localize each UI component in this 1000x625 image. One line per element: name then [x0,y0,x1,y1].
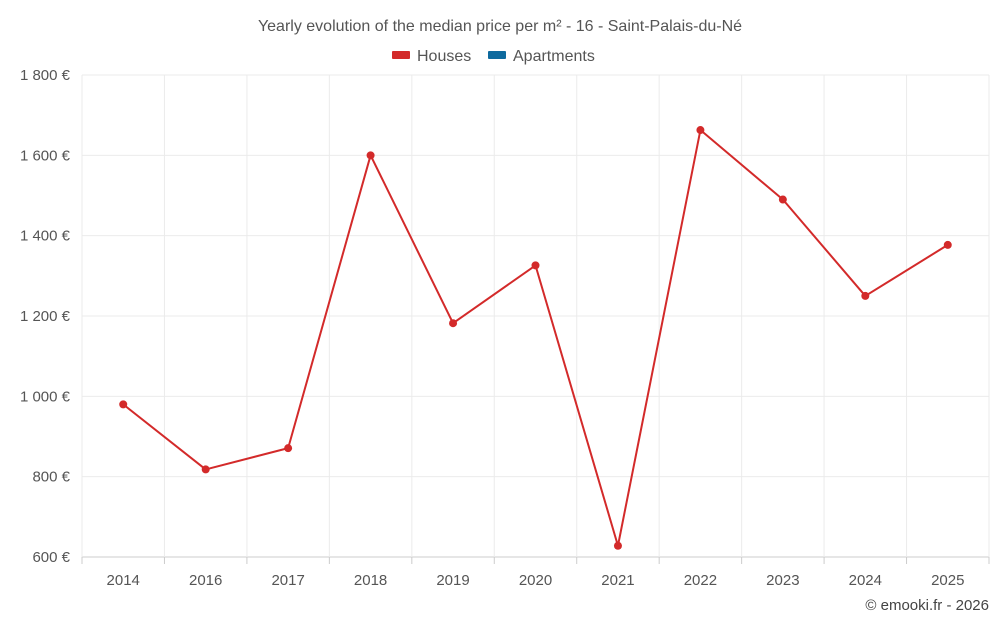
data-point[interactable] [696,126,705,135]
y-tick-label: 1 200 € [20,308,71,325]
legend: Houses Apartments [392,48,595,65]
legend-swatch-houses[interactable] [392,51,410,59]
x-tick-label: 2019 [436,572,469,589]
legend-label-apartments[interactable]: Apartments [513,48,595,65]
data-point[interactable] [201,465,210,474]
x-tick-label: 2022 [684,572,717,589]
legend-swatch-apartments[interactable] [488,51,506,59]
y-tick-label: 1 600 € [20,147,71,164]
x-tick-label: 2020 [519,572,552,589]
data-point[interactable] [449,319,458,328]
grid [81,74,990,564]
legend-label-houses[interactable]: Houses [417,48,471,65]
series-houses [119,126,952,550]
data-point[interactable] [861,291,870,300]
credit-text: © emooki.fr - 2026 [865,597,989,614]
data-point[interactable] [943,240,952,249]
x-tick-label: 2023 [766,572,799,589]
x-tick-label: 2025 [931,572,964,589]
x-axis-ticks: 2014 2016 2017 2018 2019 2020 2021 2022 2023 2024… [107,572,965,589]
y-axis-ticks: 600 € 800 € 1 000 € 1 200 € 1 400 € 1 600 € 1 … [20,67,71,566]
x-tick-label: 2014 [107,572,140,589]
x-tick-label: 2016 [189,572,222,589]
x-tick-label: 2018 [354,572,387,589]
x-tick-label: 2017 [271,572,304,589]
y-tick-label: 600 € [32,549,70,566]
data-point[interactable] [284,444,293,453]
y-tick-label: 1 400 € [20,228,71,245]
x-tick-label: 2024 [849,572,882,589]
data-point[interactable] [531,261,540,270]
y-tick-label: 1 000 € [20,388,71,405]
chart-title: Yearly evolution of the median price per… [258,18,742,35]
data-point[interactable] [778,195,787,204]
y-tick-label: 800 € [32,469,70,486]
data-point[interactable] [366,151,375,160]
y-tick-label: 1 800 € [20,67,71,84]
x-tick-label: 2021 [601,572,634,589]
data-point[interactable] [613,541,622,550]
data-point[interactable] [119,400,128,409]
